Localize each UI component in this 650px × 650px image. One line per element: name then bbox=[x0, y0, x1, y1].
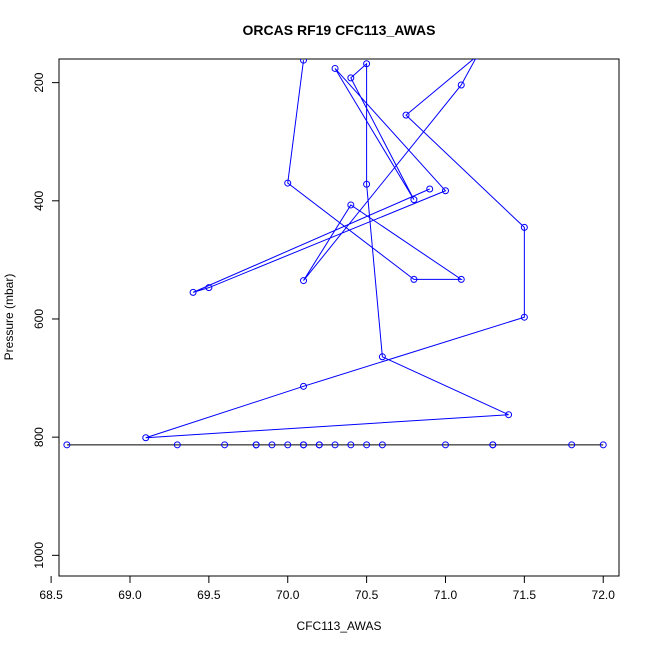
data-point bbox=[410, 196, 418, 204]
x-axis: 68.5 69.0 69.5 70.0 70.5 71.0 71.5 72.0 bbox=[39, 576, 615, 602]
x-tick-label: 72.0 bbox=[592, 588, 616, 602]
data-point bbox=[300, 382, 308, 390]
data-point bbox=[63, 441, 71, 449]
data-point bbox=[378, 441, 386, 449]
data-point bbox=[331, 64, 339, 72]
y-tick-label: 1000 bbox=[32, 542, 46, 569]
y-tick-label: 800 bbox=[32, 427, 46, 447]
data-point bbox=[173, 441, 181, 449]
chart-title: ORCAS RF19 CFC113_AWAS bbox=[243, 22, 436, 38]
data-point bbox=[347, 74, 355, 82]
x-tick-label: 68.5 bbox=[39, 588, 63, 602]
y-tick-label: 400 bbox=[32, 190, 46, 210]
plot-area-border bbox=[58, 58, 620, 577]
data-point bbox=[426, 185, 434, 193]
x-tick-label: 71.0 bbox=[434, 588, 458, 602]
x-axis-label: CFC113_AWAS bbox=[297, 619, 382, 633]
data-point bbox=[284, 179, 292, 187]
x-tick-label: 71.5 bbox=[513, 588, 537, 602]
data-point bbox=[363, 180, 371, 188]
data-point bbox=[331, 441, 339, 449]
data-point bbox=[402, 111, 410, 119]
data-point bbox=[205, 284, 213, 292]
y-tick-label: 200 bbox=[32, 72, 46, 92]
data-point bbox=[520, 313, 528, 321]
data-point bbox=[441, 441, 449, 449]
data-point bbox=[457, 275, 465, 283]
data-point bbox=[347, 441, 355, 449]
data-point bbox=[300, 277, 308, 285]
data-point bbox=[489, 441, 497, 449]
data-point bbox=[441, 187, 449, 195]
data-point bbox=[252, 441, 260, 449]
data-point bbox=[363, 60, 371, 68]
x-tick-label: 70.0 bbox=[276, 588, 300, 602]
data-point bbox=[378, 353, 386, 361]
data-point bbox=[363, 441, 371, 449]
data-point bbox=[189, 288, 197, 296]
data-point bbox=[300, 59, 308, 64]
data-point bbox=[475, 59, 479, 60]
data-point bbox=[315, 441, 323, 449]
data-point bbox=[568, 441, 576, 449]
x-tick-label: 69.5 bbox=[197, 588, 221, 602]
y-axis-label: Pressure (mbar) bbox=[2, 274, 16, 361]
data-point bbox=[457, 81, 465, 89]
data-point bbox=[300, 441, 308, 449]
y-axis: 200 400 600 800 1000 bbox=[32, 72, 59, 569]
x-tick-label: 70.5 bbox=[355, 588, 379, 602]
data-point bbox=[410, 275, 418, 283]
data-point bbox=[520, 223, 528, 231]
data-point bbox=[284, 441, 292, 449]
x-tick-label: 69.0 bbox=[118, 588, 142, 602]
series-line bbox=[145, 59, 525, 439]
y-tick-label: 600 bbox=[32, 309, 46, 329]
data-point bbox=[347, 201, 355, 209]
data-point bbox=[505, 411, 513, 419]
data-point bbox=[599, 441, 607, 449]
data-point bbox=[268, 441, 276, 449]
data-point bbox=[221, 441, 229, 449]
data-point bbox=[142, 434, 150, 442]
series-layer bbox=[63, 59, 607, 449]
